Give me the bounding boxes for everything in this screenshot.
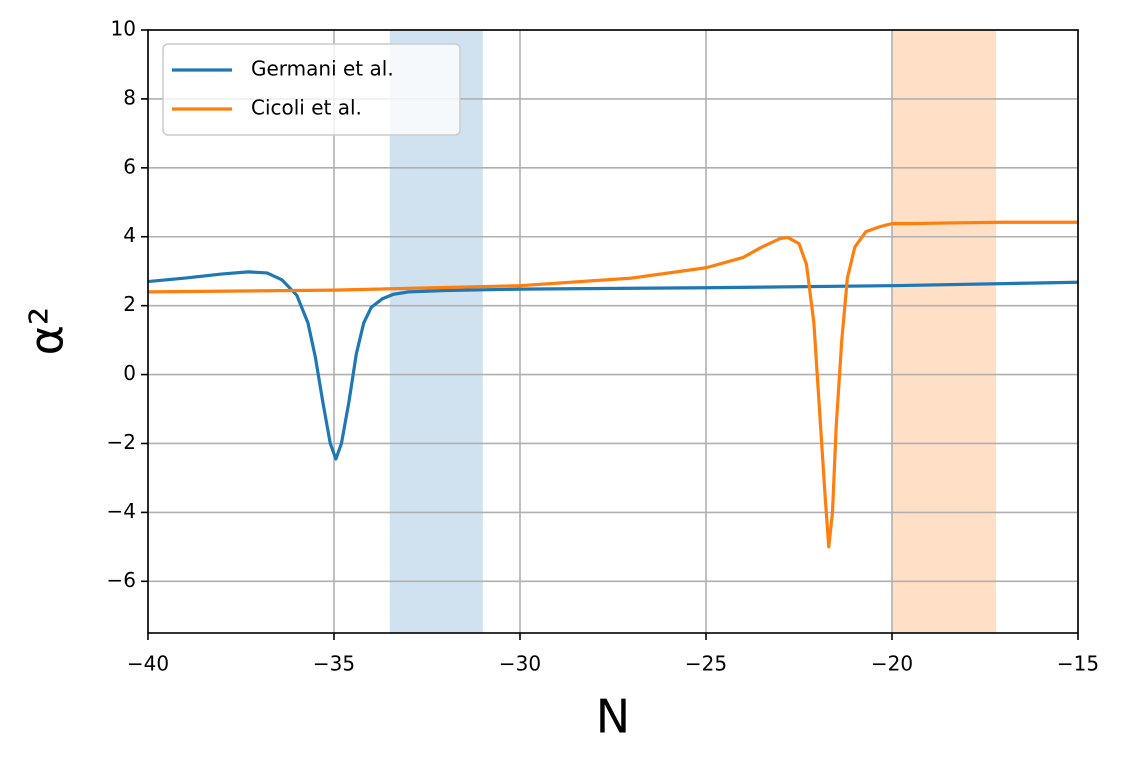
x-tick-label: −40 [127,652,169,676]
y-tick-label: 8 [123,85,136,109]
x-tick-label: −25 [685,652,727,676]
y-tick-label: 2 [123,292,136,316]
x-tick-label: −20 [871,652,913,676]
y-tick-label: 0 [123,361,136,385]
y-tick-label: 6 [123,154,136,178]
y-tick-label: −4 [107,499,136,523]
y-tick-label: 10 [111,17,136,41]
y-axis-label: α² [20,307,74,356]
x-axis-label: N [596,690,630,744]
legend-box [162,43,461,136]
x-tick-label: −35 [313,652,355,676]
line-series [147,270,1079,461]
shaded-region [892,30,997,633]
y-tick-label: −2 [107,430,136,454]
plot-frame [147,29,1079,634]
legend-label: Germani et al. [251,57,394,81]
line-series [147,220,1078,549]
x-tick-label: −30 [499,652,541,676]
y-tick-label: 4 [123,223,136,247]
y-tick-label: −6 [107,568,136,592]
legend-label: Cicoli et al. [251,96,362,120]
x-tick-label: −15 [1057,652,1099,676]
